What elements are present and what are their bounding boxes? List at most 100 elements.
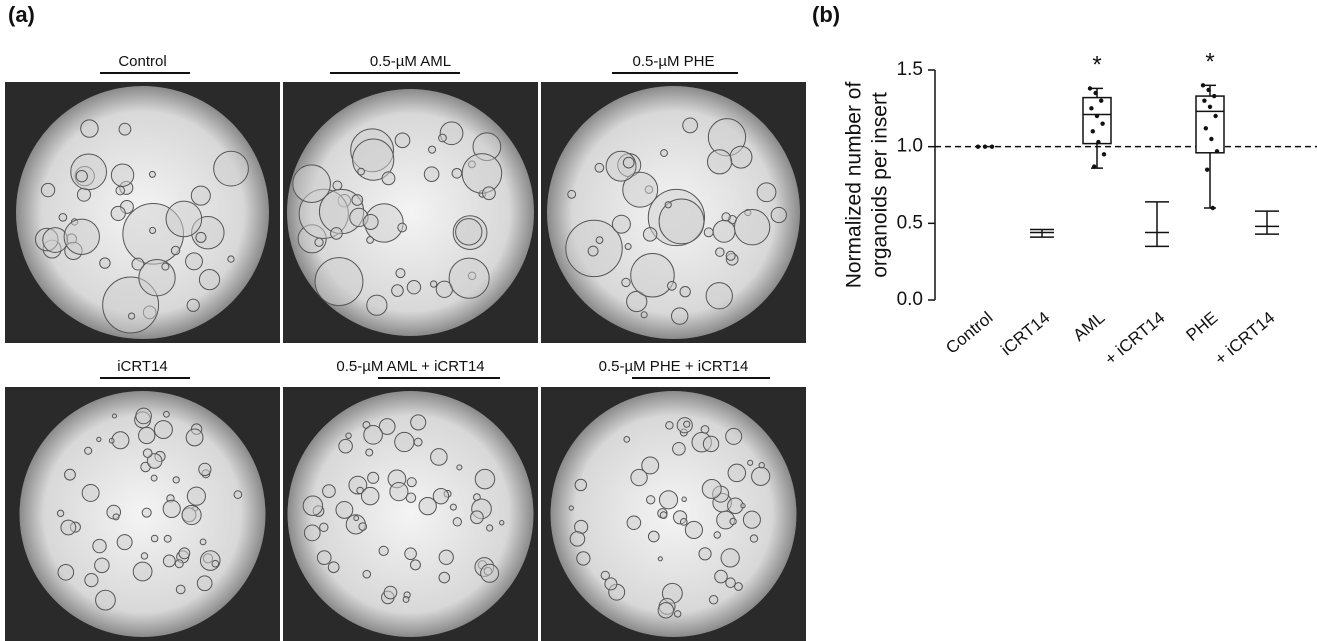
organoid bbox=[82, 484, 99, 501]
image-title: 0.5-µM PHE + iCRT14 bbox=[599, 358, 749, 375]
organoid bbox=[162, 263, 169, 270]
organoid bbox=[631, 253, 675, 297]
organoid bbox=[41, 183, 54, 196]
organoid bbox=[750, 535, 757, 542]
organoid bbox=[735, 583, 743, 591]
organoid bbox=[726, 251, 735, 260]
significance-marker: * bbox=[1205, 49, 1214, 76]
organoid bbox=[411, 415, 426, 430]
panel-label: (a) bbox=[8, 2, 35, 27]
organoid bbox=[119, 123, 131, 135]
organoid bbox=[403, 597, 409, 603]
image bbox=[283, 387, 538, 641]
organoid bbox=[111, 206, 125, 220]
organoid bbox=[595, 163, 604, 172]
organoid bbox=[200, 539, 206, 545]
organoid bbox=[111, 164, 133, 186]
organoid bbox=[659, 491, 677, 509]
organoid bbox=[715, 570, 728, 583]
organoid bbox=[214, 151, 249, 186]
y-tick-label: 0.0 bbox=[897, 289, 923, 310]
organoid bbox=[363, 570, 371, 578]
organoid bbox=[367, 295, 387, 315]
organoid bbox=[471, 511, 484, 524]
image bbox=[541, 82, 806, 343]
organoid bbox=[57, 510, 63, 516]
organoid bbox=[667, 281, 676, 290]
organoid bbox=[149, 171, 155, 177]
organoid bbox=[483, 187, 496, 200]
panel-label: (b) bbox=[812, 2, 840, 27]
data-point bbox=[1215, 149, 1219, 153]
organoid bbox=[186, 253, 203, 270]
organoid bbox=[109, 438, 114, 443]
organoid bbox=[163, 555, 175, 567]
organoid bbox=[331, 228, 343, 240]
organoid bbox=[234, 491, 242, 499]
organoid bbox=[81, 120, 98, 137]
organoid bbox=[85, 447, 92, 454]
organoid bbox=[481, 564, 499, 582]
image-title: 0.5-µM PHE bbox=[633, 53, 715, 70]
data-point bbox=[976, 144, 980, 148]
organoid bbox=[414, 438, 422, 446]
organoid bbox=[303, 496, 322, 515]
organoid bbox=[361, 487, 378, 504]
data-point bbox=[983, 144, 987, 148]
organoid bbox=[570, 532, 585, 547]
organoid bbox=[462, 154, 502, 194]
organoid bbox=[333, 181, 342, 190]
organoid bbox=[398, 223, 407, 232]
organoid bbox=[352, 195, 363, 206]
data-point bbox=[990, 144, 994, 148]
organoid bbox=[304, 525, 320, 541]
organoid bbox=[748, 460, 753, 465]
organoid bbox=[187, 299, 199, 311]
organoid bbox=[175, 560, 183, 568]
organoid bbox=[661, 150, 668, 157]
organoid bbox=[685, 521, 702, 538]
data-point bbox=[1202, 98, 1206, 102]
organoid bbox=[410, 560, 420, 570]
organoid bbox=[395, 133, 410, 148]
data-point bbox=[1088, 86, 1092, 90]
data-point bbox=[1099, 98, 1103, 102]
organoid bbox=[396, 269, 405, 278]
organoid bbox=[450, 504, 456, 510]
organoid bbox=[456, 219, 482, 245]
data-point bbox=[1102, 152, 1106, 156]
organoid bbox=[721, 549, 739, 567]
organoid bbox=[76, 171, 87, 182]
organoid bbox=[730, 518, 736, 524]
organoid bbox=[151, 535, 158, 542]
organoid bbox=[680, 519, 687, 526]
x-tick-label: PHE bbox=[1182, 308, 1221, 345]
organoid bbox=[660, 512, 667, 519]
organoid bbox=[112, 414, 116, 418]
x-tick-label: + iCRT14 bbox=[1101, 308, 1168, 369]
organoid bbox=[734, 209, 769, 244]
organoid bbox=[680, 287, 690, 297]
organoid bbox=[166, 201, 202, 237]
organoid bbox=[643, 228, 656, 241]
organoid bbox=[666, 422, 673, 429]
organoid bbox=[612, 215, 630, 233]
organoid bbox=[392, 285, 404, 297]
organoid bbox=[424, 167, 439, 182]
organoid bbox=[568, 190, 576, 198]
box bbox=[1083, 98, 1111, 144]
organoid bbox=[163, 411, 169, 417]
data-point bbox=[1204, 126, 1208, 130]
organoid bbox=[320, 523, 328, 531]
organoid bbox=[364, 426, 383, 445]
organoid bbox=[171, 246, 179, 254]
organoid bbox=[759, 463, 764, 468]
organoid bbox=[339, 439, 353, 453]
organoid bbox=[658, 603, 673, 618]
organoid bbox=[358, 168, 365, 175]
y-axis-label: organoids per insert bbox=[869, 92, 892, 278]
data-point bbox=[1093, 91, 1097, 95]
data-point bbox=[1209, 137, 1213, 141]
organoid bbox=[136, 408, 152, 424]
